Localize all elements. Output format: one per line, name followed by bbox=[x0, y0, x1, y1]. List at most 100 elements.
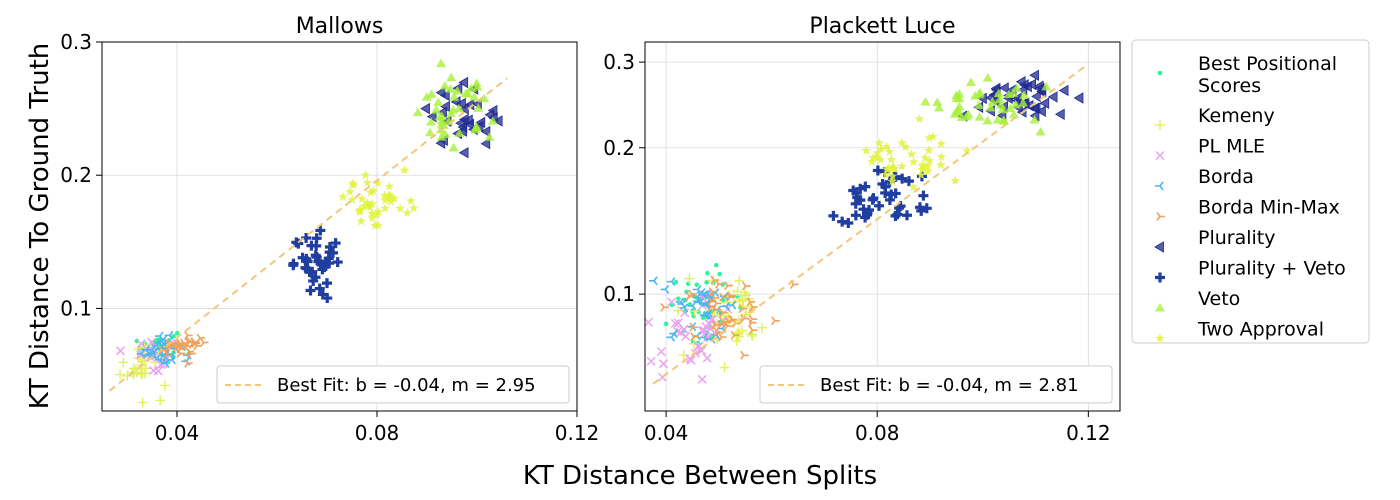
data-point bbox=[993, 88, 1004, 98]
data-point bbox=[475, 116, 486, 129]
data-point bbox=[399, 165, 410, 175]
data-point bbox=[936, 138, 946, 148]
legend-label: Plurality + Veto bbox=[1198, 258, 1346, 280]
data-point bbox=[963, 109, 974, 119]
data-point bbox=[1015, 76, 1026, 88]
legend-marker bbox=[1155, 272, 1165, 283]
data-point bbox=[322, 278, 333, 289]
data-point bbox=[1029, 69, 1039, 81]
data-point bbox=[742, 281, 751, 291]
data-point bbox=[457, 121, 468, 133]
legend-label: PL MLE bbox=[1198, 136, 1265, 158]
data-point bbox=[479, 93, 490, 103]
data-point bbox=[426, 89, 437, 98]
y-tick-label: 0.2 bbox=[60, 163, 92, 187]
data-point bbox=[721, 297, 726, 303]
data-point bbox=[471, 78, 482, 87]
data-point bbox=[852, 192, 863, 203]
data-point bbox=[699, 310, 709, 320]
y-axis-label: KT Distance To Ground Truth bbox=[25, 43, 55, 410]
data-point bbox=[673, 279, 679, 285]
fit-legend: Best Fit: b = -0.04, m = 2.95 bbox=[216, 365, 570, 404]
data-point bbox=[917, 160, 927, 170]
data-point bbox=[684, 273, 695, 284]
data-point bbox=[734, 275, 745, 286]
legend-marker bbox=[1155, 303, 1165, 312]
best-fit-line-path bbox=[652, 63, 1089, 385]
data-point bbox=[965, 77, 976, 86]
data-point bbox=[1041, 81, 1052, 91]
data-point bbox=[140, 363, 151, 374]
axis-ticks: 0.04 0.08 0.12 0.1 0.2 0.3 bbox=[603, 50, 1110, 445]
x-tick-label: 0.12 bbox=[1066, 421, 1111, 445]
data-point bbox=[188, 339, 198, 349]
data-point bbox=[954, 101, 965, 111]
data-point bbox=[740, 290, 751, 301]
data-point bbox=[660, 284, 670, 294]
data-point bbox=[702, 353, 712, 363]
data-point bbox=[1055, 108, 1065, 120]
data-point bbox=[166, 350, 176, 360]
legend-item: Two Approval bbox=[1155, 319, 1324, 343]
data-point bbox=[184, 358, 193, 368]
data-point bbox=[436, 111, 447, 121]
data-point bbox=[1073, 92, 1084, 104]
data-point bbox=[330, 238, 341, 249]
data-point bbox=[738, 304, 748, 314]
data-point bbox=[886, 189, 897, 200]
data-point bbox=[690, 332, 699, 342]
x-axis-label: KT Distance Between Splits bbox=[523, 461, 877, 491]
data-point bbox=[886, 154, 896, 164]
data-point bbox=[987, 96, 998, 106]
data-point bbox=[713, 327, 723, 337]
legend-label: Two Approval bbox=[1197, 319, 1324, 341]
data-point bbox=[156, 360, 166, 370]
fit-legend: Best Fit: b = -0.04, m = 2.81 bbox=[759, 365, 1113, 404]
data-point bbox=[970, 91, 981, 100]
data-point bbox=[159, 380, 170, 391]
data-point bbox=[724, 281, 733, 291]
data-point bbox=[714, 262, 719, 268]
data-point bbox=[646, 356, 656, 366]
panel-title: Plackett Luce bbox=[809, 14, 955, 39]
data-point bbox=[1029, 114, 1040, 124]
data-point bbox=[164, 330, 174, 340]
data-point bbox=[360, 170, 371, 180]
data-point bbox=[472, 82, 483, 91]
data-point bbox=[872, 152, 882, 162]
best-fit-line bbox=[652, 63, 1089, 385]
data-point bbox=[888, 163, 898, 173]
data-point bbox=[1047, 91, 1058, 103]
data-point bbox=[380, 195, 390, 205]
data-point bbox=[994, 94, 1005, 104]
grid bbox=[645, 42, 1120, 411]
data-point bbox=[721, 301, 731, 311]
data-point bbox=[718, 332, 727, 342]
data-point bbox=[649, 276, 658, 286]
data-point bbox=[368, 185, 379, 195]
axes-frame bbox=[101, 41, 578, 412]
data-point bbox=[734, 294, 745, 305]
data-point bbox=[687, 301, 697, 311]
scatter-points bbox=[115, 58, 503, 408]
data-point bbox=[1039, 97, 1050, 109]
data-point bbox=[454, 128, 465, 137]
data-point bbox=[748, 302, 758, 312]
data-point bbox=[656, 347, 666, 357]
data-point bbox=[395, 203, 406, 213]
x-tick-label: 0.08 bbox=[855, 421, 900, 445]
data-point bbox=[372, 209, 382, 219]
data-point bbox=[420, 102, 430, 115]
data-point bbox=[848, 185, 859, 196]
data-point bbox=[951, 93, 962, 103]
data-point bbox=[1008, 109, 1019, 119]
legend-marker bbox=[1155, 150, 1165, 161]
data-point bbox=[446, 72, 457, 82]
data-point bbox=[356, 216, 366, 226]
legend-label: Plurality bbox=[1198, 227, 1275, 249]
x-tick-label: 0.12 bbox=[555, 421, 600, 445]
data-point bbox=[717, 271, 722, 277]
data-point bbox=[681, 331, 691, 341]
data-point bbox=[297, 252, 308, 263]
